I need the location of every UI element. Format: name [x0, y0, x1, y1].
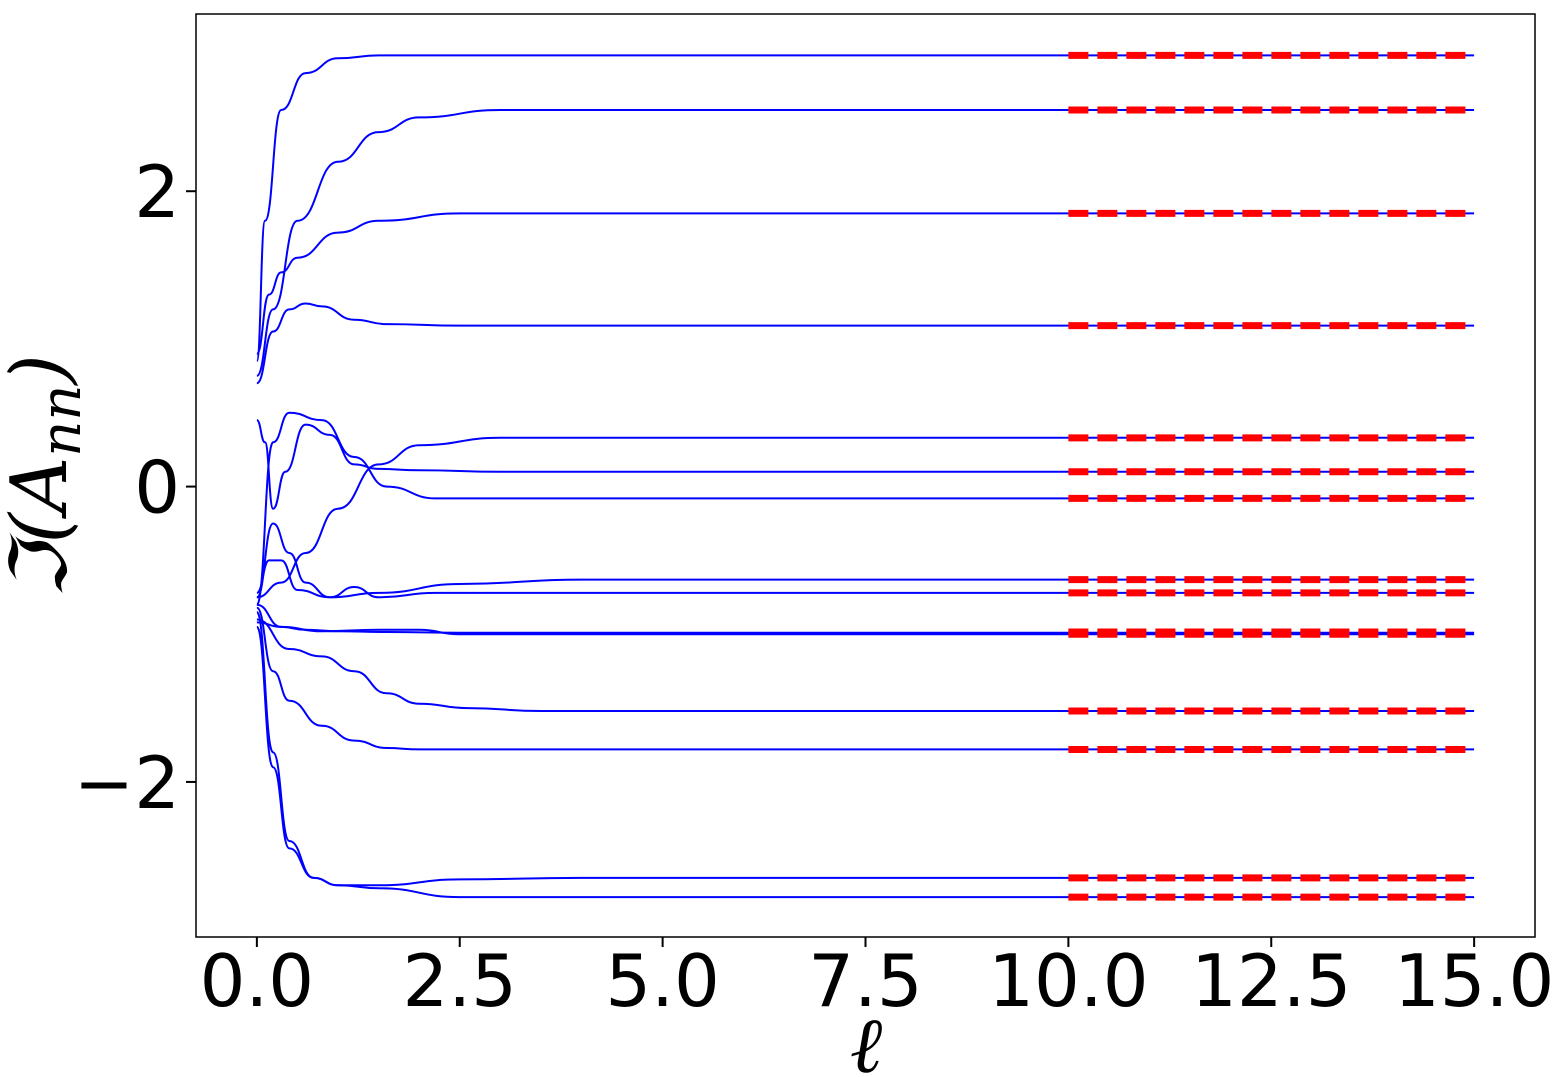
- x-tick-label: 15.0: [1394, 939, 1554, 1023]
- flow-line-8: [255, 522, 1475, 599]
- x-tick-label: 5.0: [605, 939, 720, 1023]
- flow-line-5: [256, 436, 1475, 599]
- flow-line-2: [255, 109, 1475, 377]
- flow-line-7: [255, 411, 1475, 606]
- x-tick-label: 12.5: [1191, 939, 1351, 1023]
- asymptote-lines: [1068, 51, 1475, 901]
- y-tick-label: 2: [134, 150, 180, 234]
- flow-line-1: [255, 54, 1475, 362]
- flow-line-11: [256, 603, 1475, 636]
- plot-frame: [195, 13, 1536, 938]
- flow-line-4: [256, 302, 1475, 385]
- flow-line-13: [255, 606, 1475, 751]
- y-axis-label-main: ℑ(A: [0, 457, 85, 598]
- flow-line-3: [255, 212, 1475, 355]
- flow-line-15: [255, 611, 1475, 899]
- flow-line-6: [256, 419, 1475, 510]
- x-axis-label: ℓ: [850, 1001, 883, 1077]
- x-tick-label: 7.5: [808, 939, 923, 1023]
- y-tick-label: −2: [74, 741, 180, 825]
- flow-line-14: [255, 625, 1475, 887]
- x-tick-label: 0.0: [200, 939, 315, 1023]
- flow-line-9: [256, 559, 1475, 599]
- x-axis-ticks: 0.0 2.5 5.0 7.5 10.0 12.5 15.0: [200, 937, 1554, 1023]
- y-axis-ticks: −2 0 2: [74, 150, 196, 825]
- y-axis-label-close: ): [0, 354, 85, 386]
- y-tick-label: 0: [134, 446, 180, 530]
- flow-lines: [255, 54, 1475, 899]
- x-tick-label: 10.0: [988, 939, 1148, 1023]
- flow-line-12: [256, 618, 1475, 713]
- y-axis-label: ℑ(Ann): [0, 354, 94, 598]
- y-axis-label-subscript: nn: [29, 385, 94, 457]
- x-tick-label: 2.5: [402, 939, 517, 1023]
